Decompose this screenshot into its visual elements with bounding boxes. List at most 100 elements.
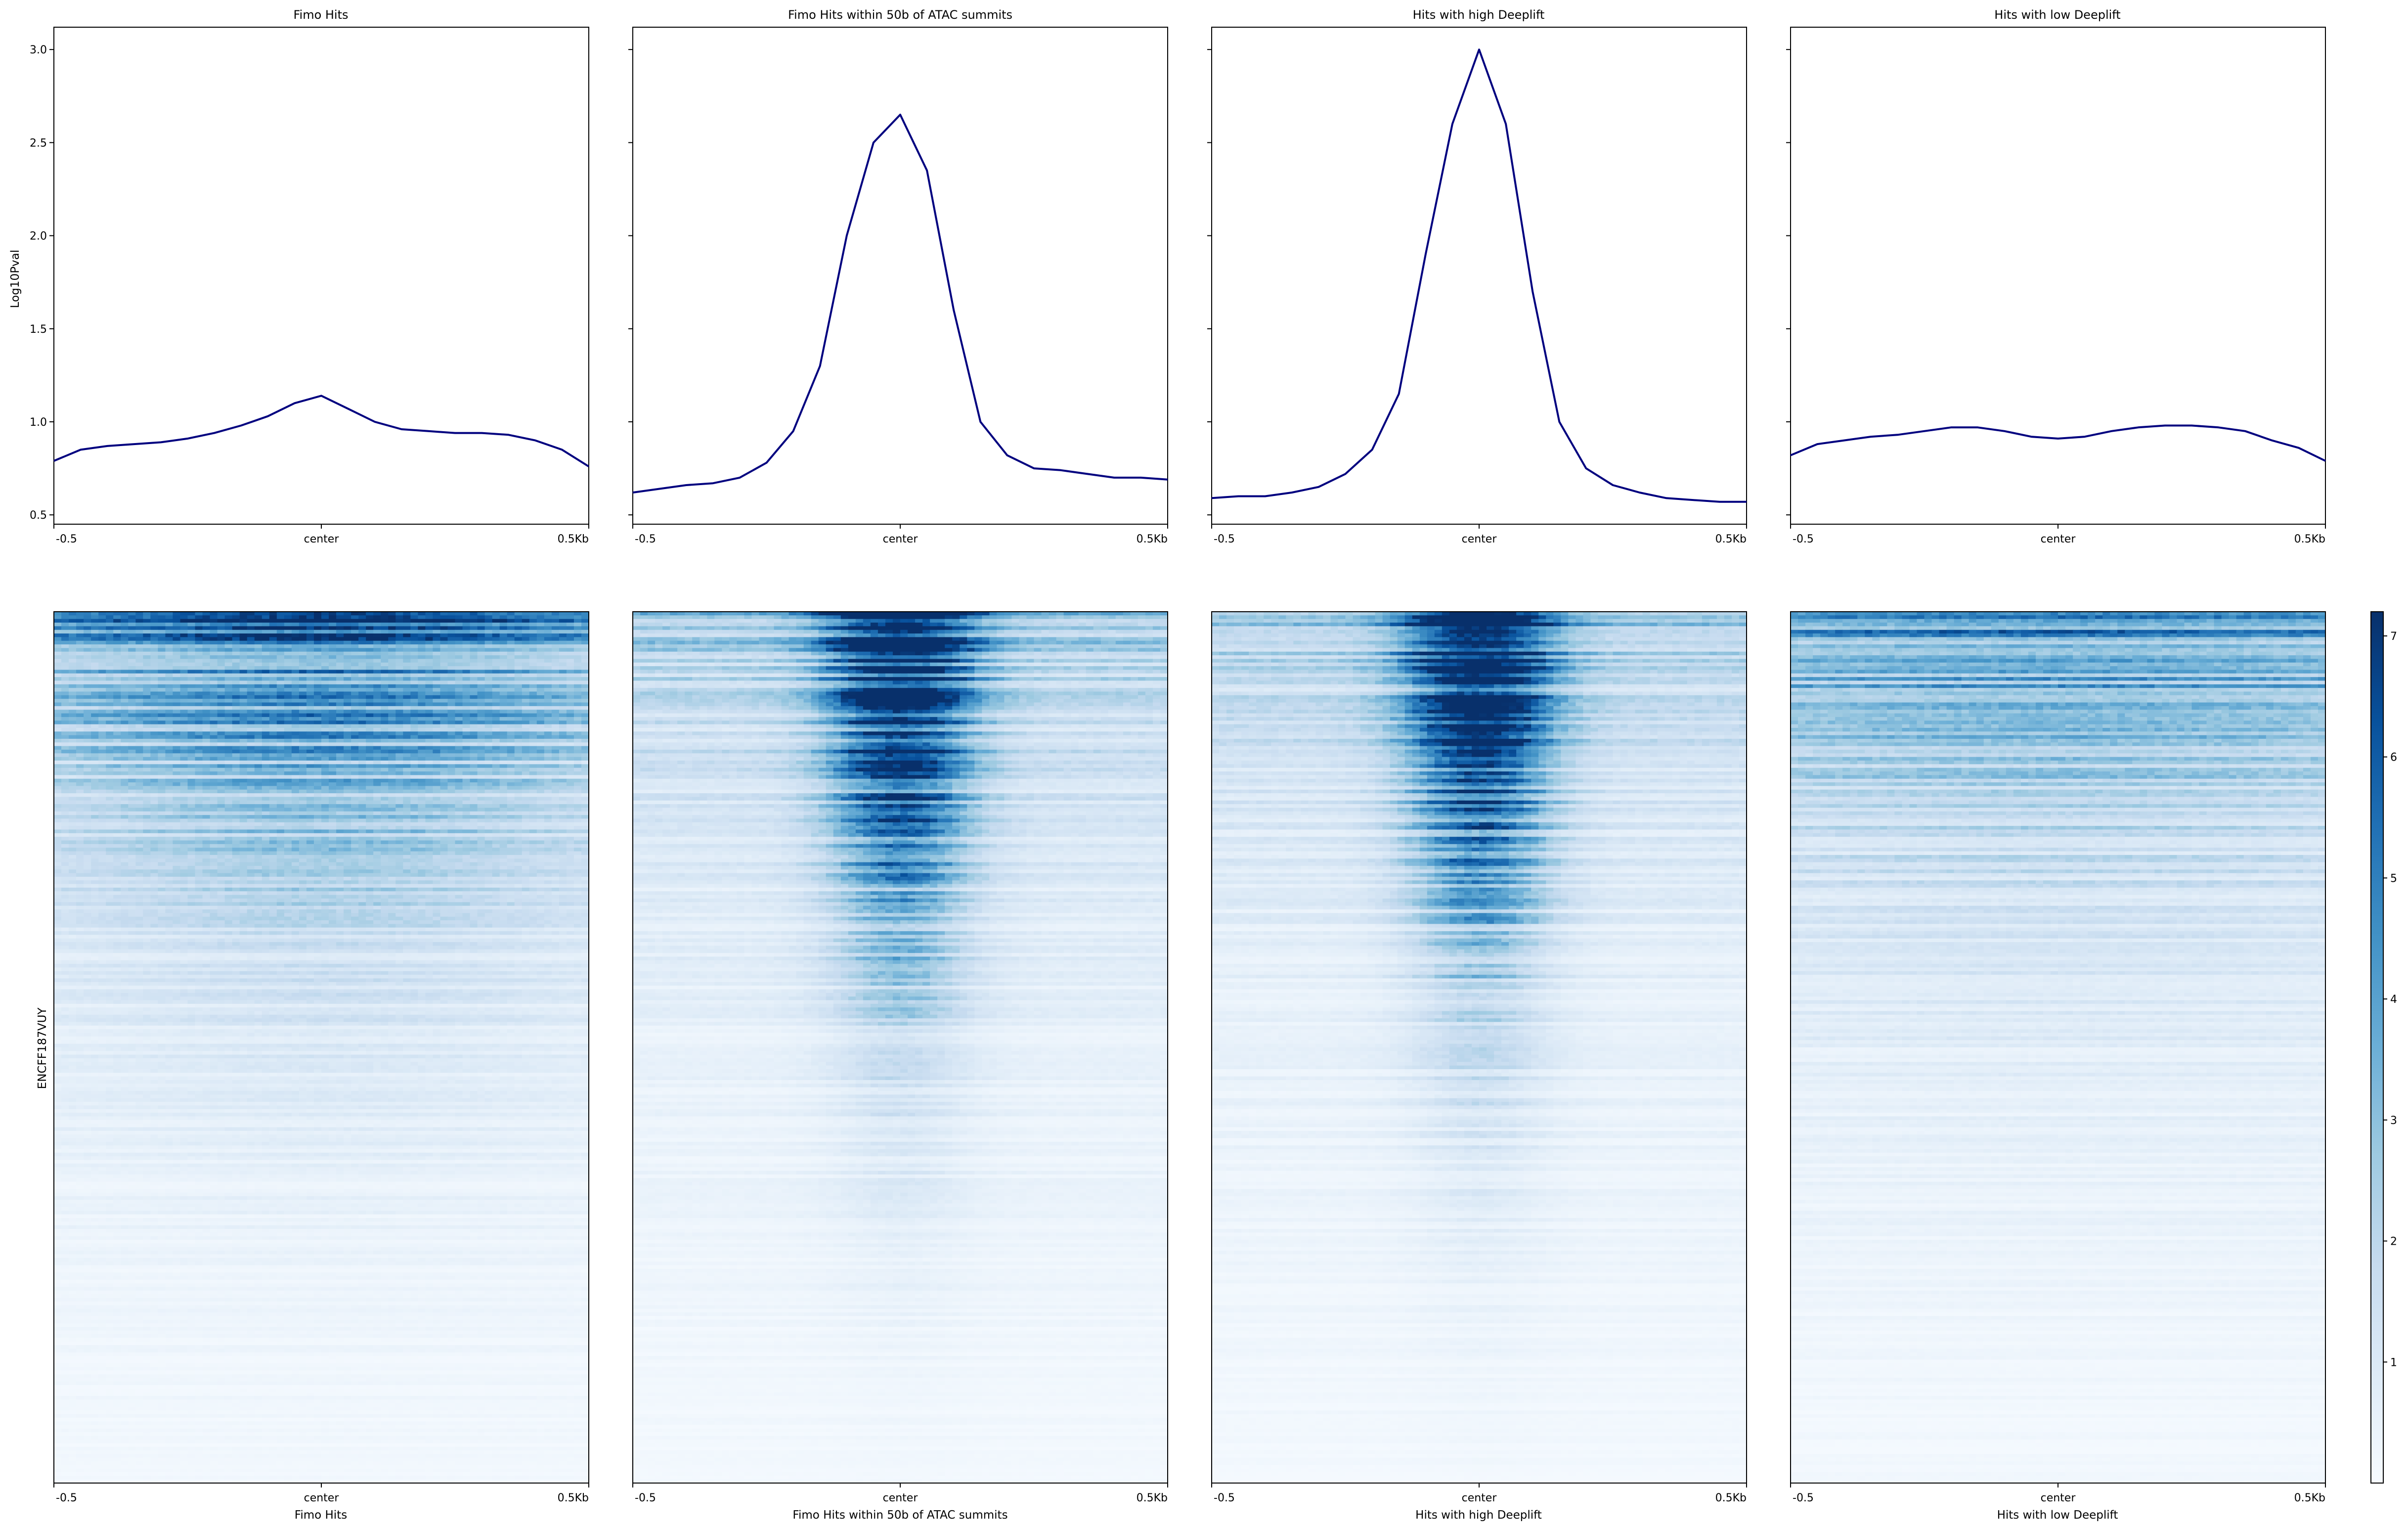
heatmap-cell	[529, 666, 537, 670]
heatmap-cell	[314, 619, 322, 623]
heatmap-cell	[173, 692, 180, 696]
heatmap-cell	[544, 626, 552, 630]
heatmap-cell	[150, 633, 158, 637]
heatmap-cell	[351, 630, 359, 634]
heatmap-cell	[410, 641, 418, 645]
heatmap-cell	[121, 623, 129, 627]
heatmap-cell	[232, 626, 240, 630]
heatmap-cell	[522, 637, 530, 641]
heatmap-cell	[492, 680, 500, 684]
heatmap-cell	[492, 648, 500, 652]
heatmap-cell	[336, 615, 344, 619]
heatmap-cell	[128, 630, 136, 634]
heatmap-cell	[284, 659, 292, 663]
heatmap-cell	[292, 626, 300, 630]
heatmap-cell	[299, 692, 307, 696]
heatmap-cell	[218, 623, 225, 627]
heatmap-cell	[165, 615, 173, 619]
heatmap-cell	[507, 633, 515, 637]
heatmap-cell	[165, 630, 173, 634]
heatmap-cell	[128, 695, 136, 699]
heatmap-cell	[433, 677, 440, 681]
heatmap-cell	[314, 692, 322, 696]
heatmap-cell	[195, 670, 203, 674]
heatmap-cell	[507, 680, 515, 684]
heatmap-cell	[314, 652, 322, 656]
heatmap-cell	[344, 615, 351, 619]
heatmap-cell	[277, 644, 285, 648]
heatmap-cell	[143, 674, 151, 677]
heatmap-cell	[478, 623, 485, 627]
heatmap-cell	[218, 680, 225, 684]
heatmap-cell	[195, 612, 203, 616]
heatmap-cell	[418, 630, 426, 634]
heatmap-cell	[537, 655, 545, 659]
heatmap-cell	[277, 626, 285, 630]
heatmap-cell	[395, 684, 403, 688]
heatmap-cell	[515, 670, 523, 674]
heatmap-cell	[381, 655, 389, 659]
heatmap-cell	[552, 674, 560, 677]
heatmap-cell	[388, 612, 396, 616]
heatmap-cell	[150, 695, 158, 699]
heatmap-cell	[69, 615, 77, 619]
heatmap-cell	[106, 623, 114, 627]
heatmap-cell	[240, 644, 248, 648]
heatmap-cell	[410, 637, 418, 641]
heatmap-cell	[410, 663, 418, 667]
heatmap-cell	[240, 684, 248, 688]
heatmap-cell	[84, 644, 91, 648]
heatmap-cell	[195, 630, 203, 634]
heatmap-cell	[306, 644, 314, 648]
heatmap-cell	[128, 666, 136, 670]
heatmap-cell	[314, 626, 322, 630]
heatmap-cell	[574, 648, 582, 652]
heatmap-cell	[299, 633, 307, 637]
heatmap-cell	[358, 652, 366, 656]
heatmap-cell	[128, 612, 136, 616]
heatmap-cell	[478, 666, 485, 670]
heatmap-cell	[135, 637, 143, 641]
heatmap-cell	[522, 677, 530, 681]
heatmap-cell	[559, 641, 567, 645]
heatmap-cell	[336, 619, 344, 623]
heatmap-cell	[269, 688, 277, 692]
heatmap-cell	[203, 695, 211, 699]
heatmap-cell	[581, 623, 589, 627]
heatmap-cell	[478, 659, 485, 663]
heatmap-cell	[247, 626, 255, 630]
heatmap-cell	[91, 695, 99, 699]
heatmap-cell	[128, 674, 136, 677]
heatmap-cell	[180, 641, 188, 645]
heatmap-cell	[418, 612, 426, 616]
profile-ytick-label: 2.5	[30, 137, 47, 149]
heatmap-cell	[61, 688, 69, 692]
heatmap-cell	[247, 695, 255, 699]
heatmap-cell	[158, 633, 166, 637]
heatmap-cell	[581, 670, 589, 674]
heatmap-cell	[255, 626, 263, 630]
heatmap-cell	[54, 612, 62, 616]
heatmap-cell	[581, 648, 589, 652]
heatmap-cell	[492, 637, 500, 641]
heatmap-cell	[440, 633, 448, 637]
heatmap-cell	[158, 688, 166, 692]
heatmap-cell	[344, 666, 351, 670]
heatmap-cell	[351, 637, 359, 641]
heatmap-cell	[262, 684, 270, 688]
heatmap-cell	[440, 680, 448, 684]
heatmap-cell	[500, 615, 508, 619]
heatmap-cell	[113, 612, 121, 616]
heatmap-cell	[299, 652, 307, 656]
heatmap-cell	[173, 666, 180, 670]
heatmap-cell	[269, 619, 277, 623]
heatmap-cell	[395, 680, 403, 684]
heatmap-cell	[321, 633, 329, 637]
heatmap-cell	[180, 619, 188, 623]
heatmap-cell	[373, 684, 381, 688]
heatmap-cell	[240, 612, 248, 616]
heatmap-cell	[567, 655, 574, 659]
heatmap-cell	[395, 688, 403, 692]
heatmap-cell	[218, 648, 225, 652]
heatmap-cell	[277, 652, 285, 656]
